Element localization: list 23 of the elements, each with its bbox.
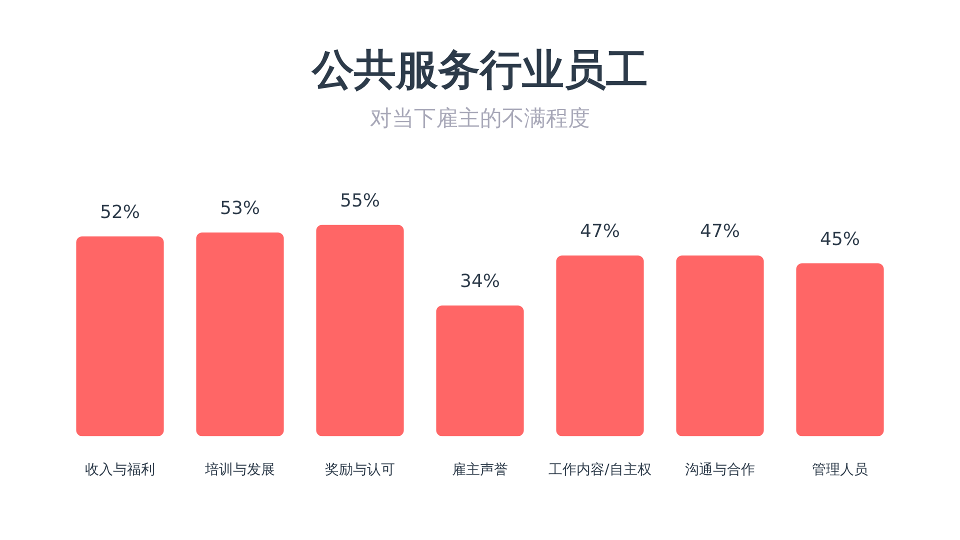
- data-label: 52%: [100, 202, 140, 224]
- x-tick-label: 工作内容/自主权: [548, 462, 652, 478]
- data-label: 34%: [460, 271, 500, 292]
- x-tick-label: 管理人员: [812, 462, 868, 478]
- data-label: 47%: [700, 221, 740, 242]
- chart-title: 公共服务行业员工: [311, 45, 648, 94]
- bar: [316, 224, 404, 436]
- bar: [796, 263, 884, 436]
- bar: [436, 306, 524, 436]
- data-label: 45%: [820, 228, 860, 250]
- data-label: 55%: [340, 190, 380, 212]
- chart-subtitle: 对当下雇主的不满程度: [370, 106, 590, 132]
- x-tick-label: 培训与发展: [204, 462, 275, 478]
- x-tick-label: 雇主声誉: [452, 462, 508, 478]
- bar: [556, 256, 644, 436]
- bar: [76, 236, 164, 436]
- x-tick-label: 沟通与合作: [685, 462, 755, 478]
- data-label: 53%: [220, 198, 260, 220]
- x-tick-label: 奖励与认可: [325, 462, 395, 478]
- bar: [196, 232, 284, 436]
- bar: [676, 256, 764, 436]
- data-label: 47%: [580, 221, 620, 242]
- x-tick-label: 收入与福利: [85, 462, 155, 478]
